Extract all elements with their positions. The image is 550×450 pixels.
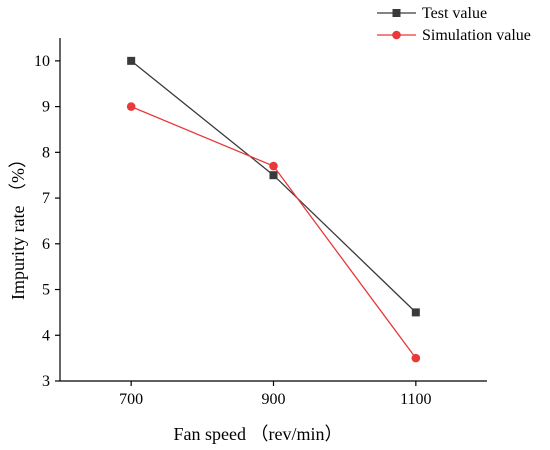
x-tick-label: 1100	[400, 391, 431, 408]
series-line	[130, 106, 417, 359]
y-tick-label: 8	[42, 144, 50, 161]
series-line	[130, 60, 417, 313]
x-tick-label: 700	[119, 391, 143, 408]
legend-item: Test value	[377, 5, 487, 22]
data-point-square	[127, 56, 136, 65]
legend-label: Simulation value	[422, 27, 531, 44]
x-ticks: 700 900 1100	[119, 381, 432, 408]
series-2	[126, 102, 421, 363]
data-point-circle	[269, 161, 278, 171]
y-tick-label: 4	[42, 327, 50, 344]
legend-marker-square	[392, 9, 401, 17]
y-ticks: 3 4 5 6 7 8 9 10	[34, 53, 60, 390]
legend-label: Test value	[422, 5, 487, 22]
y-axis-label: Impurity rate （%）	[8, 150, 28, 300]
legend-item: Simulation value	[377, 27, 531, 44]
legend-marker-circle	[392, 30, 401, 40]
x-tick-label: 900	[262, 391, 286, 408]
series-1	[127, 56, 420, 317]
legend: Test value Simulation value	[377, 5, 531, 44]
y-tick-label: 7	[42, 190, 50, 207]
y-tick-label: 9	[42, 99, 50, 116]
axes	[59, 38, 487, 382]
data-point-square	[411, 308, 420, 317]
y-tick-label: 6	[42, 236, 50, 253]
series-layer	[126, 56, 421, 363]
data-point-circle	[411, 353, 421, 363]
x-axis-label: Fan speed （rev/min）	[174, 424, 343, 444]
data-point-circle	[126, 102, 136, 111]
y-tick-label: 10	[34, 53, 50, 70]
data-point-square	[269, 171, 278, 180]
y-tick-label: 5	[42, 282, 50, 299]
y-tick-label: 3	[42, 373, 50, 390]
